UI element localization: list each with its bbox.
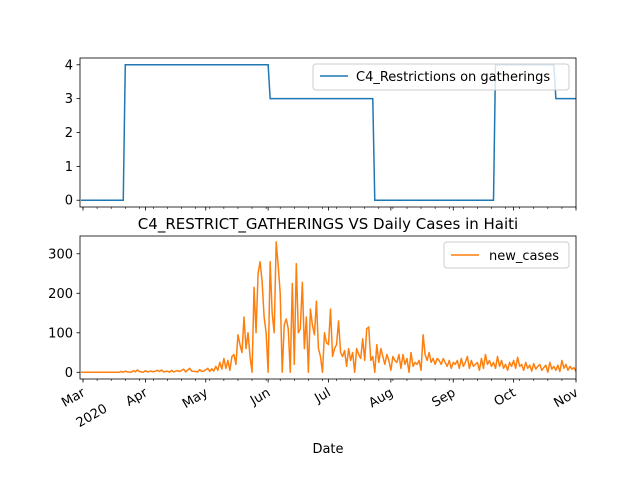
x-tick-label: Jul [312,385,334,406]
bottom-y-ticks: 0 100 200 300 [48,247,80,381]
top-legend: C4_Restrictions on gatherings [312,63,570,91]
bottom-legend: new_cases [443,241,570,269]
y-tick-label: 300 [48,247,73,262]
top-axes-frame [79,57,577,208]
bottom-legend-box [443,241,570,269]
y-tick-label: 1 [65,160,73,175]
y-tick-label: 2 [65,126,73,141]
top-y-ticks: 0 1 2 3 4 [65,58,80,209]
top-legend-label: C4_Restrictions on gatherings [356,70,550,85]
y-tick-label: 0 [65,366,73,381]
y-tick-label: 200 [48,287,73,302]
bottom-legend-label: new_cases [489,249,559,264]
y-tick-label: 0 [65,194,73,209]
y-tick-label: 3 [65,92,73,107]
top-legend-box [312,63,570,91]
bottom-axes-frame [79,235,577,380]
y-tick-label: 100 [48,326,73,341]
chart-title: C4_RESTRICT_GATHERINGS VS Daily Cases in… [138,215,518,234]
series-line-new-cases [81,241,577,374]
top-axes: 0 1 2 3 4 C4_Restrictions on gatherings [65,57,577,211]
x-axis-label: Date [312,442,343,457]
y-tick-label: 4 [65,58,73,73]
